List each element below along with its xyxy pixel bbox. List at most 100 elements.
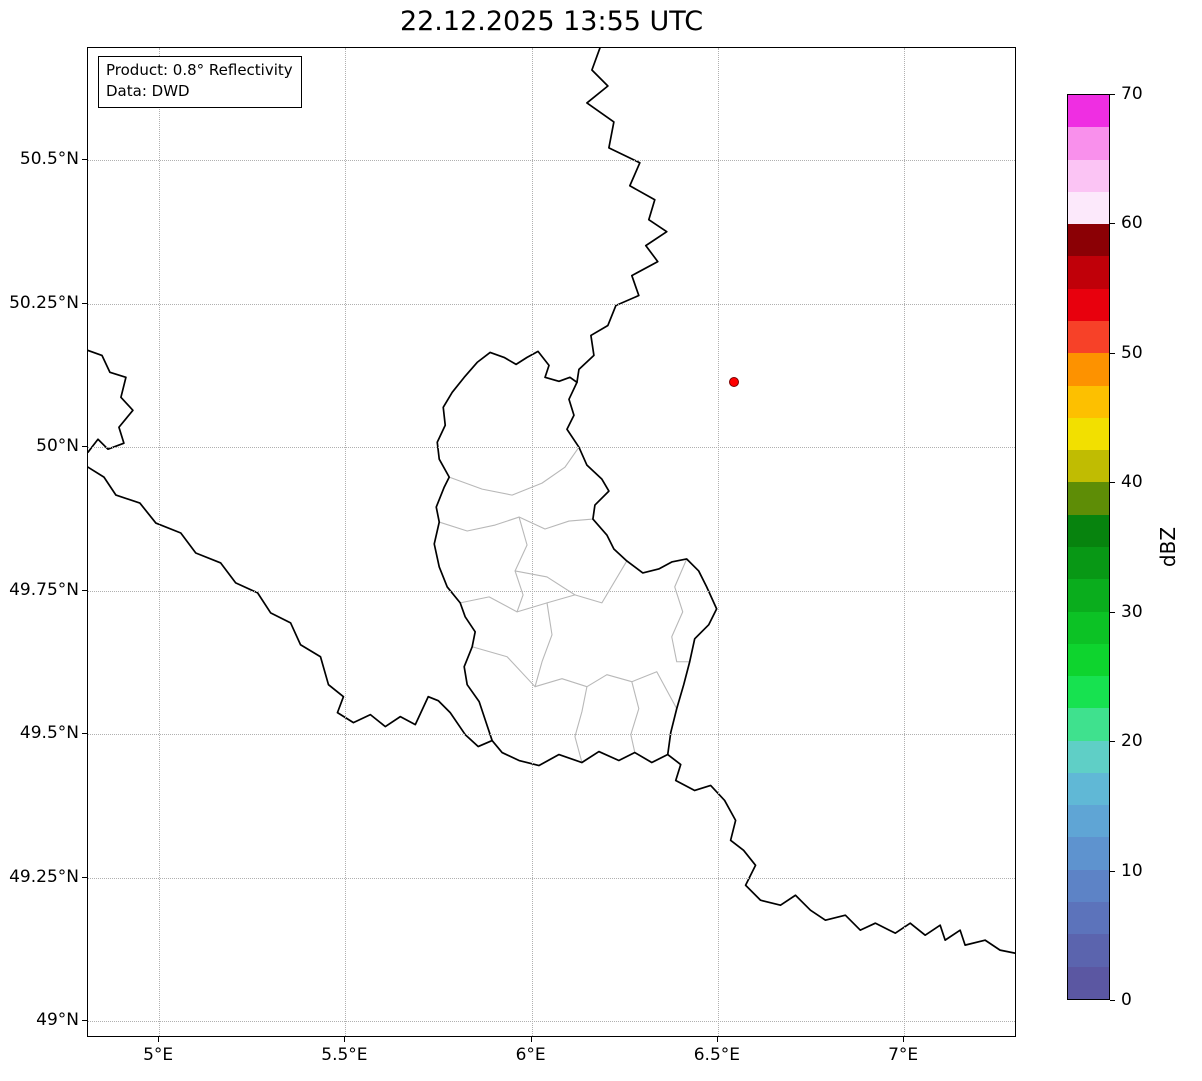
y-gridline: [88, 877, 1015, 879]
national-border: [576, 48, 668, 384]
x-tick-label: 6°E: [515, 1045, 546, 1065]
colorbar-tick-mark: [1110, 94, 1115, 95]
x-gridline: [159, 48, 161, 1036]
colorbar-band: [1068, 902, 1109, 935]
colorbar-band: [1068, 353, 1109, 386]
figure-title: 22.12.2025 13:55 UTC: [399, 6, 704, 37]
x-tick-mark: [530, 1037, 532, 1042]
colorbar-tick-mark: [1110, 482, 1115, 484]
colorbar-tick-label: 20: [1121, 731, 1143, 752]
colorbar-band: [1068, 224, 1109, 257]
colorbar-tick-mark: [1110, 1000, 1115, 1001]
district-border: [514, 516, 528, 613]
district-border: [671, 558, 691, 663]
district-border: [630, 681, 640, 754]
colorbar-band: [1068, 676, 1109, 709]
colorbar-tick-mark: [1110, 870, 1115, 872]
y-tick-label: 49.75°N: [9, 579, 79, 600]
colorbar-tick-mark: [1110, 741, 1115, 743]
colorbar-tick-label: 0: [1121, 990, 1132, 1010]
colorbar-band: [1068, 934, 1109, 967]
colorbar-band: [1068, 708, 1109, 741]
colorbar-band: [1068, 127, 1109, 160]
x-gridline: [717, 48, 719, 1036]
colorbar-band: [1068, 837, 1109, 870]
x-tick-mark: [716, 1037, 718, 1042]
y-tick-mark: [82, 159, 87, 161]
y-tick-mark: [82, 589, 87, 591]
x-tick-mark: [344, 1037, 346, 1042]
district-border: [574, 686, 588, 764]
y-tick-label: 49.25°N: [9, 866, 79, 887]
colorbar-tick-mark: [1110, 352, 1115, 354]
colorbar-band: [1068, 546, 1109, 580]
colorbar-band: [1068, 869, 1109, 903]
colorbar-band: [1068, 611, 1109, 644]
colorbar-tick-label: 60: [1121, 213, 1143, 234]
colorbar-band: [1068, 966, 1109, 999]
x-gridline: [904, 48, 906, 1036]
y-tick-label: 49.5°N: [19, 723, 79, 744]
y-tick-mark: [82, 876, 87, 878]
colorbar-tick-label: 10: [1121, 860, 1143, 881]
district-border: [471, 646, 678, 710]
y-tick-mark: [82, 446, 87, 448]
colorbar-band: [1068, 320, 1109, 354]
x-gridline: [531, 48, 533, 1036]
colorbar-band: [1068, 159, 1109, 192]
colorbar: [1067, 94, 1110, 1000]
data-source-label: Data: DWD: [106, 82, 190, 100]
y-tick-label: 50°N: [36, 436, 79, 457]
x-tick-mark: [903, 1037, 905, 1042]
district-border: [459, 560, 628, 613]
colorbar-tick-label: 50: [1121, 342, 1143, 363]
colorbar-band: [1068, 805, 1109, 838]
x-gridline: [345, 48, 347, 1036]
x-tick-mark: [158, 1037, 160, 1042]
national-border: [88, 349, 134, 454]
map-plot-area: Product: 0.8° Reflectivity Data: DWD: [87, 47, 1016, 1037]
national-border: [666, 753, 1015, 954]
y-tick-mark: [82, 302, 87, 304]
y-gridline: [88, 1021, 1015, 1023]
y-gridline: [88, 590, 1015, 592]
colorbar-tick-label: 70: [1121, 84, 1143, 104]
colorbar-band: [1068, 482, 1109, 515]
y-tick-mark: [82, 733, 87, 735]
product-info-box: Product: 0.8° Reflectivity Data: DWD: [98, 56, 302, 108]
district-border: [534, 602, 553, 688]
y-gridline: [88, 160, 1015, 162]
y-gridline: [88, 303, 1015, 305]
colorbar-band: [1068, 514, 1109, 547]
y-tick-label: 49°N: [36, 1010, 79, 1031]
colorbar-band: [1068, 740, 1109, 773]
colorbar-band: [1068, 95, 1109, 128]
colorbar-band: [1068, 579, 1109, 612]
x-tick-label: 5°E: [143, 1045, 174, 1065]
colorbar-tick-label: 40: [1121, 472, 1143, 493]
colorbar-band: [1068, 256, 1109, 289]
product-label: Product: 0.8° Reflectivity: [106, 61, 293, 79]
colorbar-tick-label: 30: [1121, 601, 1143, 622]
y-gridline: [88, 734, 1015, 736]
y-gridline: [88, 447, 1015, 449]
colorbar-axis-label: dBZ: [1156, 526, 1180, 568]
y-tick-mark: [82, 1020, 87, 1022]
x-tick-label: 6.5°E: [693, 1045, 741, 1065]
colorbar-band: [1068, 643, 1109, 677]
colorbar-band: [1068, 450, 1109, 483]
radar-location-marker: [728, 377, 739, 388]
x-tick-label: 5.5°E: [321, 1045, 368, 1065]
colorbar-band: [1068, 772, 1109, 806]
district-border: [438, 516, 594, 532]
colorbar-tick-mark: [1110, 611, 1115, 613]
colorbar-band: [1068, 385, 1109, 418]
colorbar-tick-mark: [1110, 223, 1115, 225]
y-tick-label: 50.25°N: [9, 292, 79, 313]
colorbar-band: [1068, 191, 1109, 225]
district-border: [448, 446, 580, 496]
country-borders-map: [88, 48, 1015, 954]
national-border: [88, 466, 493, 748]
x-tick-label: 7°E: [888, 1045, 919, 1065]
